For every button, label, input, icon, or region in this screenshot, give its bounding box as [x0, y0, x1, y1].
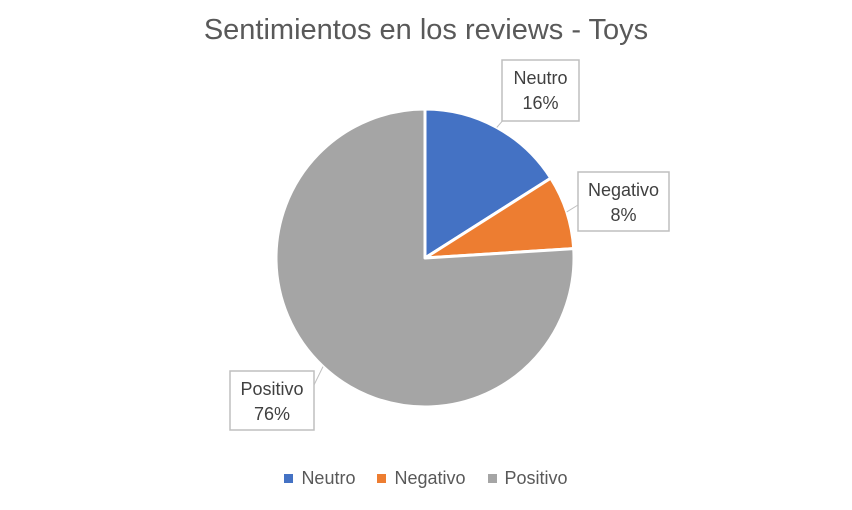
- data-label-box-positivo: [229, 370, 315, 431]
- legend-item-negativo: Negativo: [377, 468, 466, 489]
- data-label-neutro: Neutro 16%: [501, 59, 580, 122]
- leader-line-positivo: [313, 366, 324, 386]
- legend-swatch-positivo: [487, 474, 497, 483]
- pie-slice-neutro: [423, 107, 553, 260]
- legend-label-negativo: Negativo: [394, 468, 466, 488]
- data-label-value-neutro: 16%: [522, 93, 558, 113]
- pie-slices: [274, 107, 576, 409]
- legend-label-neutro: Neutro: [301, 468, 356, 488]
- legend-swatch-neutro: [284, 474, 294, 483]
- data-label-category-positivo: Positivo: [240, 379, 303, 399]
- data-label-category-neutro: Neutro: [513, 68, 567, 88]
- data-label-box-negativo: [577, 171, 670, 232]
- data-label-value-negativo: 8%: [610, 205, 636, 225]
- legend-item-neutro: Neutro: [284, 468, 355, 489]
- data-label-value-positivo: 76%: [254, 404, 290, 424]
- chart-title: Sentimientos en los reviews - Toys: [203, 14, 649, 46]
- legend: Neutro Negativo Positivo: [0, 468, 852, 489]
- legend-label-positivo: Positivo: [504, 468, 568, 488]
- leader-line-negativo: [566, 204, 579, 213]
- data-label-category-negativo: Negativo: [588, 180, 659, 200]
- legend-item-positivo: Positivo: [487, 468, 568, 489]
- legend-swatch-negativo: [377, 474, 387, 483]
- data-label-callouts: Neutro 16% Negativo 8% Positivo 76%: [229, 59, 670, 431]
- data-label-positivo: Positivo 76%: [229, 370, 315, 431]
- data-label-negativo: Negativo 8%: [577, 171, 670, 232]
- data-label-box-neutro: [501, 59, 580, 122]
